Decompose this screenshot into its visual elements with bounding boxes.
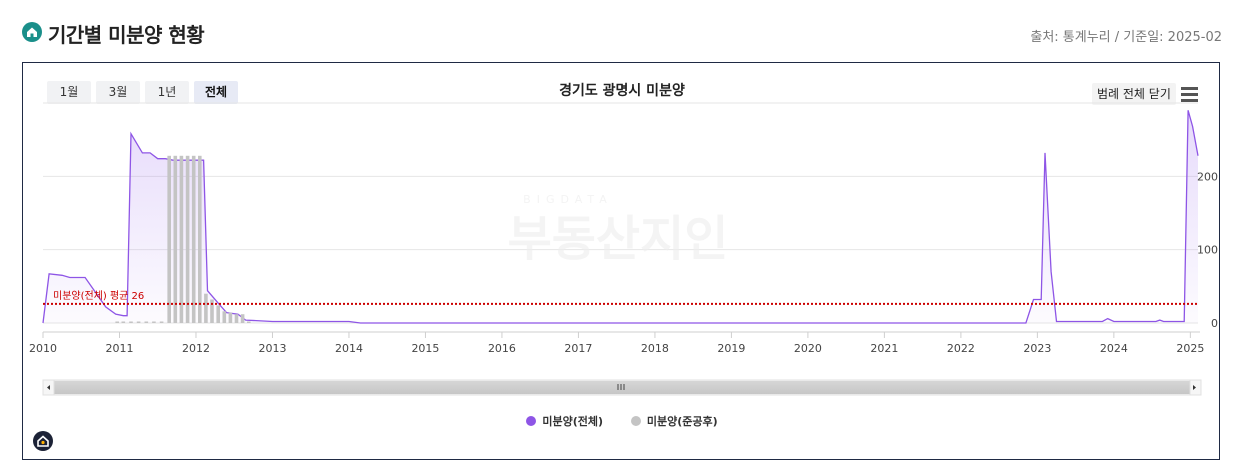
column-post-completion xyxy=(247,321,251,323)
column-post-completion xyxy=(198,155,202,323)
column-post-completion xyxy=(144,321,149,323)
y-tick-label: 200 xyxy=(1197,170,1218,183)
x-tick-label: 2011 xyxy=(105,342,133,355)
x-tick-label: 2013 xyxy=(258,342,286,355)
y-tick-label: 100 xyxy=(1197,244,1218,257)
column-post-completion xyxy=(167,155,171,323)
average-label: 미분양(전체) 평균 26 xyxy=(53,290,144,302)
range-scrollbar[interactable] xyxy=(42,379,1202,396)
x-tick-label: 2014 xyxy=(335,342,363,355)
watermark: BIGDATA 부동산지인 xyxy=(508,193,729,267)
y-tick-label: 0 xyxy=(1211,317,1218,330)
column-post-completion xyxy=(173,155,178,323)
column-post-completion xyxy=(216,305,220,323)
page-header: 기간별 미분양 현황 출처: 통계누리 / 기준일: 2025-02 xyxy=(0,0,1235,62)
column-post-completion xyxy=(191,155,196,323)
legend-item-total[interactable]: 미분양(전체) xyxy=(526,413,603,429)
chart-title: 경기도 광명시 미분양 xyxy=(559,83,685,99)
brand-logo-icon xyxy=(33,431,53,451)
column-post-completion xyxy=(185,155,190,323)
legend-label-total: 미분양(전체) xyxy=(542,415,604,428)
x-tick-label: 2025 xyxy=(1176,342,1204,355)
legend-toggle-button[interactable]: 범례 전체 닫기 xyxy=(1092,83,1176,105)
x-tick-label: 2019 xyxy=(717,342,745,355)
column-post-completion xyxy=(222,311,227,323)
data-source-label: 출처: 통계누리 / 기준일: 2025-02 xyxy=(1030,30,1222,45)
column-post-completion xyxy=(152,321,156,323)
column-post-completion xyxy=(115,321,119,323)
x-tick-label: 2010 xyxy=(29,342,57,355)
chart-plot: BIGDATA 부동산지인 미분양(전체) 평균 26 0 100 200 2010 2… xyxy=(29,102,1218,396)
home-logo-icon xyxy=(22,22,42,42)
legend-dot-post-completion xyxy=(630,416,641,426)
column-post-completion xyxy=(121,321,126,323)
x-tick-label: 2016 xyxy=(488,342,516,355)
chart-panel: 1월 3월 1년 전체 경기도 광명시 미분양 범례 전체 닫기 BIGDATA… xyxy=(22,62,1220,460)
x-tick-label: 2022 xyxy=(947,342,975,355)
column-post-completion xyxy=(179,155,184,323)
column-post-completion xyxy=(210,299,214,323)
column-post-completion xyxy=(136,321,141,323)
range-button-3m[interactable]: 3월 xyxy=(96,81,140,104)
x-tick-label: 2017 xyxy=(564,342,592,355)
x-tick-label: 2021 xyxy=(870,342,898,355)
x-tick-label: 2018 xyxy=(641,342,669,355)
column-post-completion xyxy=(228,312,233,323)
scroll-left-arrow-icon xyxy=(47,385,50,390)
x-tick-label: 2012 xyxy=(182,342,210,355)
column-post-completion xyxy=(234,314,239,323)
column-post-completion xyxy=(129,321,133,323)
series-area-fill-total xyxy=(43,110,1198,323)
hamburger-menu-icon[interactable] xyxy=(1181,87,1198,102)
range-button-1y[interactable]: 1년 xyxy=(145,81,189,104)
legend-item-post-completion[interactable]: 미분양(준공후) xyxy=(630,413,718,429)
scrollbar-thumb[interactable] xyxy=(54,381,1190,394)
range-button-all[interactable]: 전체 xyxy=(194,81,238,104)
x-tick-label: 2023 xyxy=(1023,342,1051,355)
range-button-1m[interactable]: 1월 xyxy=(47,81,91,104)
scroll-right-arrow-icon xyxy=(1193,385,1196,390)
column-post-completion xyxy=(204,293,208,323)
page-title: 기간별 미분양 현황 xyxy=(48,23,205,47)
x-tick-label: 2020 xyxy=(794,342,822,355)
scrollbar-grip-icon xyxy=(617,384,625,390)
x-tick-label: 2024 xyxy=(1100,342,1128,355)
chart-legend: 미분양(전체) 미분양(준공후) xyxy=(23,413,1221,429)
x-tick-label: 2015 xyxy=(411,342,439,355)
legend-dot-total xyxy=(526,416,537,426)
watermark-small: BIGDATA xyxy=(523,193,613,206)
legend-label-post-completion: 미분양(준공후) xyxy=(646,415,718,428)
column-post-completion xyxy=(159,321,164,323)
watermark-big: 부동산지인 xyxy=(508,211,729,267)
column-post-completion xyxy=(240,314,245,323)
